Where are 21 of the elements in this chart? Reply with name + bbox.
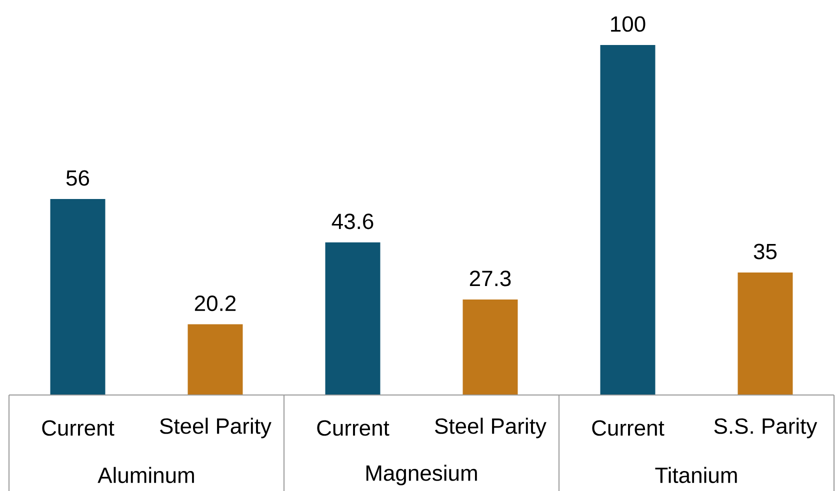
bar <box>50 198 106 395</box>
bar <box>600 44 656 395</box>
x-tick-label: Steel Parity <box>160 418 272 438</box>
text: Aluminum <box>98 466 194 484</box>
data-label: 56 <box>66 170 90 186</box>
x-tick-label: Current <box>42 420 114 436</box>
bar <box>188 324 243 395</box>
data-label: 20.2 <box>194 296 236 312</box>
text: Titanium <box>655 466 737 484</box>
data-label: 100 <box>611 16 646 32</box>
data-label: 35 <box>754 244 777 260</box>
data-label: 43.6 <box>332 214 374 230</box>
x-tick-label: Current <box>592 420 664 436</box>
text: Magnesium <box>366 464 477 486</box>
data-label: 27.3 <box>470 270 511 286</box>
x-tick-label: S.S. Parity <box>714 418 818 438</box>
x-tick-label: Current <box>317 420 390 436</box>
bar <box>325 242 380 395</box>
x-tick-label: Steel Parity <box>435 418 546 438</box>
bar <box>462 299 518 395</box>
bar <box>738 272 793 395</box>
